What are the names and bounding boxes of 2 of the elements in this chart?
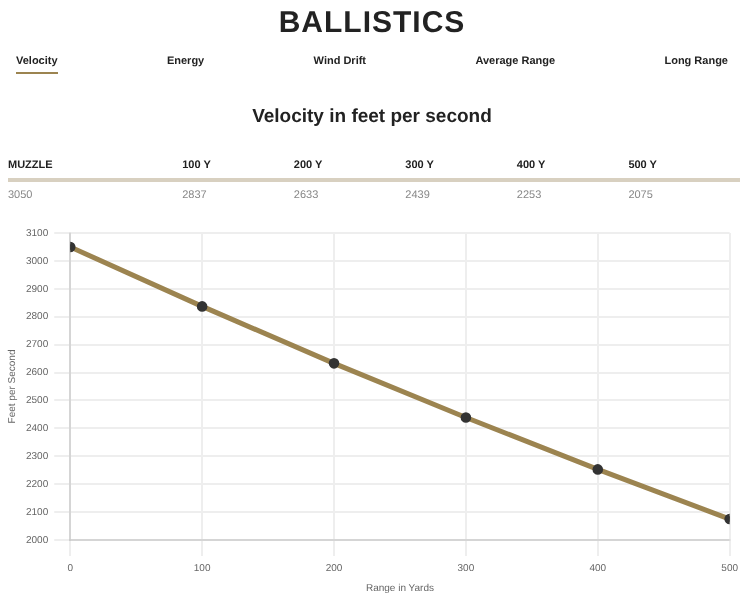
chart-title: BALLISTICS <box>276 6 468 40</box>
chart-subtitle: Velocity in feet per second <box>250 106 494 128</box>
